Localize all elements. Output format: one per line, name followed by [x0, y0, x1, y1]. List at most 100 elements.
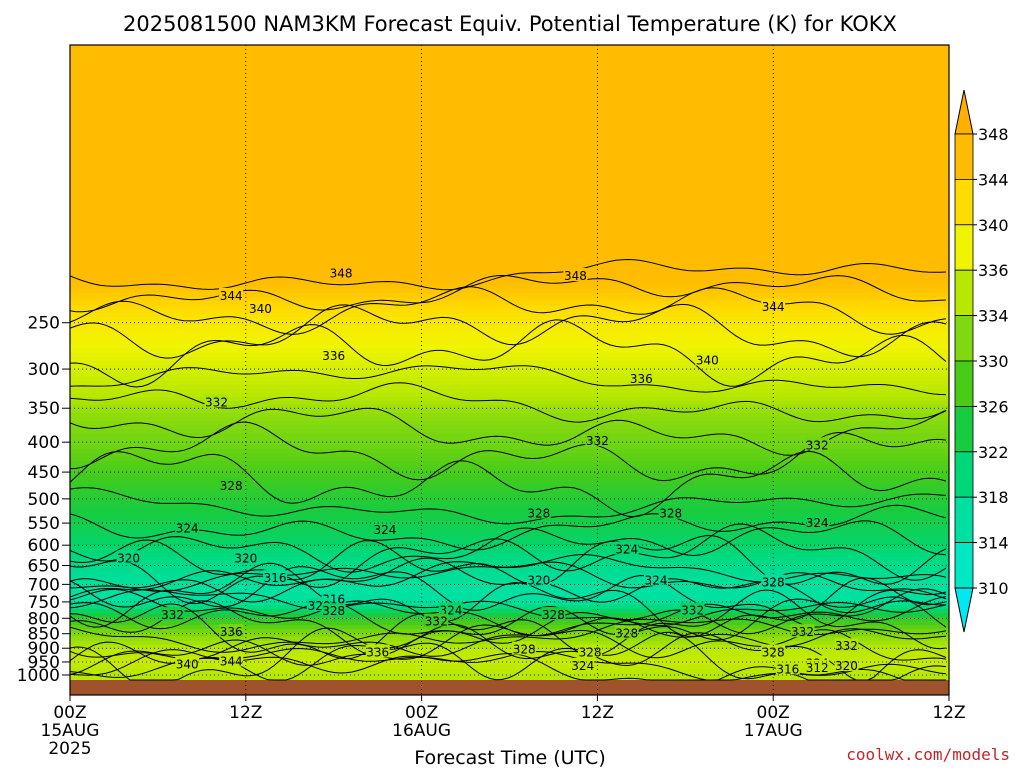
contour-line [70, 588, 947, 644]
field-strip [70, 669, 949, 674]
field-strip [70, 649, 949, 654]
field-strip [70, 489, 949, 494]
contour-line [70, 627, 947, 681]
field-strip [70, 225, 949, 230]
contour-label: 332 [205, 395, 228, 409]
field-strip [70, 389, 949, 394]
x-axis-title: Forecast Time (UTC) [414, 747, 605, 768]
contour-line [70, 421, 947, 482]
field-strip [70, 469, 949, 474]
field-strip [70, 217, 949, 222]
contour-label: 332 [425, 614, 448, 628]
field-strip [70, 481, 949, 486]
field-strip [70, 57, 949, 62]
contour-line [70, 365, 947, 396]
contour-label: 344 [220, 289, 243, 303]
contour-line [70, 649, 946, 681]
y-tick-label: 450 [28, 463, 60, 483]
field-strip [70, 109, 949, 114]
plot-frame [69, 44, 950, 696]
contour-label: 312 [806, 661, 829, 675]
y-tick-label: 950 [28, 653, 60, 673]
field-strip [70, 117, 949, 122]
theta-e-field [70, 45, 949, 695]
y-tick-label: 850 [28, 625, 60, 645]
y-tick-label: 550 [28, 514, 60, 534]
contour-label: 328 [542, 608, 565, 622]
contour-label: 328 [762, 576, 785, 590]
field-strip [70, 149, 949, 154]
contour-line [70, 566, 947, 628]
colorbar-label: 348 [978, 125, 1009, 144]
colorbar-label: 340 [978, 216, 1009, 235]
contour-label: 332 [791, 625, 814, 639]
field-strip [70, 53, 949, 58]
field-strip [70, 173, 949, 178]
field-strip [70, 637, 949, 642]
contour-line [70, 450, 947, 518]
field-strip [70, 297, 949, 302]
contour-label-bg [219, 477, 244, 491]
field-strip [70, 305, 949, 310]
contour-line [70, 647, 947, 681]
field-strip [70, 369, 949, 374]
field-strip [70, 461, 949, 466]
field-strip [70, 409, 949, 414]
field-strip [70, 589, 949, 594]
field-strip [70, 309, 949, 314]
field-strip [70, 493, 949, 498]
colorbar-label: 310 [978, 579, 1009, 598]
contour-line [70, 535, 947, 605]
field-strip [70, 137, 949, 142]
contour-label-bg [175, 520, 200, 534]
contour-label: 348 [564, 269, 587, 283]
field-strip [70, 293, 949, 298]
colorbar-swatch [954, 405, 974, 453]
contour-label: 336 [366, 645, 389, 659]
contour-label-bg [790, 624, 815, 638]
y-tick-label: 250 [28, 314, 60, 334]
field-strip [70, 105, 949, 110]
field-strip [70, 397, 949, 402]
field-strip [70, 381, 949, 386]
field-strip [70, 317, 949, 322]
field-strip [70, 285, 949, 290]
field-strip [70, 213, 949, 218]
contour-label: 324 [176, 522, 199, 536]
contour-label: 316 [264, 571, 287, 585]
field-strip [70, 81, 949, 86]
contour-line [70, 562, 947, 637]
field-strip [70, 241, 949, 246]
x-tick-label: 00Z [405, 703, 438, 723]
field-strip [70, 289, 949, 294]
field-strip [70, 229, 949, 234]
contour-label-bg [321, 348, 346, 362]
field-strip [70, 177, 949, 182]
chart-title: 2025081500 NAM3KM Forecast Equiv. Potent… [123, 12, 897, 36]
field-strip [70, 69, 949, 74]
contour-line [70, 319, 947, 388]
colorbar: 348 344 340 336 334 330 326 322 318 314 310 [954, 89, 1009, 633]
field-strip [70, 677, 949, 682]
field-strip [70, 313, 949, 318]
field-strip [70, 353, 949, 358]
field-strip [70, 89, 949, 94]
field-strip [70, 345, 949, 350]
field-strip [70, 221, 949, 226]
field-strip [70, 301, 949, 306]
field-strip [70, 485, 949, 490]
contour-label-bg [614, 541, 639, 555]
contour-line [70, 617, 947, 660]
contour-label: 332 [806, 438, 829, 452]
contour-label-bg [563, 267, 588, 281]
contour-label-bg [614, 625, 639, 639]
field-strip [70, 465, 949, 470]
field-strip [70, 113, 949, 118]
field-strip [70, 553, 949, 558]
x-tick-label: 00Z [53, 703, 86, 723]
contour-label-bg [805, 659, 830, 673]
contour-label: 328 [513, 643, 536, 657]
field-strip [70, 433, 949, 438]
